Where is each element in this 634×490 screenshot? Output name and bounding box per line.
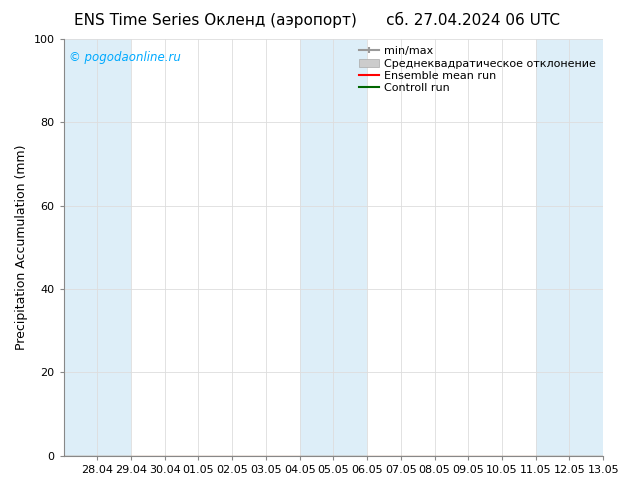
Text: © pogodaonline.ru: © pogodaonline.ru <box>69 51 181 64</box>
Bar <box>300 39 367 456</box>
Y-axis label: Precipitation Accumulation (mm): Precipitation Accumulation (mm) <box>15 145 28 350</box>
Bar <box>63 39 131 456</box>
Text: ENS Time Series Окленд (аэропорт)      сб. 27.04.2024 06 UTC: ENS Time Series Окленд (аэропорт) сб. 27… <box>74 12 560 28</box>
Bar <box>536 39 603 456</box>
Legend: min/max, Среднеквадратическое отклонение, Ensemble mean run, Controll run: min/max, Среднеквадратическое отклонение… <box>354 42 600 98</box>
